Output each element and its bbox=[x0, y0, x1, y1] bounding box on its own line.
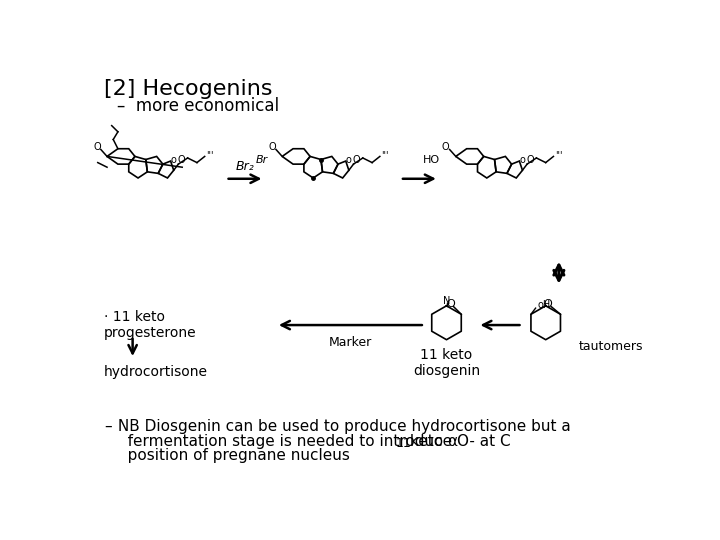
Text: ''': ''' bbox=[382, 150, 389, 160]
Text: O: O bbox=[353, 154, 361, 165]
Text: O: O bbox=[178, 154, 185, 165]
Text: o: o bbox=[346, 156, 352, 165]
Text: N: N bbox=[443, 296, 450, 306]
Text: Marker: Marker bbox=[329, 336, 372, 349]
Text: O: O bbox=[446, 299, 455, 309]
Text: keto α: keto α bbox=[405, 434, 458, 449]
Text: hydrocortisone: hydrocortisone bbox=[104, 365, 208, 379]
Text: O: O bbox=[269, 142, 276, 152]
Text: o: o bbox=[171, 156, 176, 165]
Text: –  more economical: – more economical bbox=[117, 97, 279, 115]
Text: ''': ''' bbox=[555, 150, 562, 160]
Text: oH: oH bbox=[537, 300, 550, 310]
Text: o: o bbox=[520, 156, 526, 165]
Text: · 11 keto
progesterone: · 11 keto progesterone bbox=[104, 309, 197, 340]
Text: Br: Br bbox=[256, 154, 269, 165]
Text: Br₂: Br₂ bbox=[235, 160, 254, 173]
Text: –: – bbox=[104, 419, 112, 434]
Text: position of pregnane nucleus: position of pregnane nucleus bbox=[113, 448, 350, 463]
Text: O: O bbox=[526, 154, 534, 165]
Text: O: O bbox=[93, 142, 101, 152]
Text: tautomers: tautomers bbox=[578, 340, 643, 354]
Text: O: O bbox=[442, 142, 449, 152]
Text: 11 keto
diosgenin: 11 keto diosgenin bbox=[413, 348, 480, 379]
Text: 11: 11 bbox=[396, 437, 412, 450]
Text: [2] Hecogenins: [2] Hecogenins bbox=[104, 79, 272, 99]
Text: NB Diosgenin can be used to produce hydrocortisone but a: NB Diosgenin can be used to produce hydr… bbox=[113, 419, 571, 434]
Text: ''': ''' bbox=[206, 150, 214, 160]
Text: HO: HO bbox=[423, 154, 441, 165]
Text: O: O bbox=[544, 299, 552, 309]
Text: fermentation stage is needed to introduce O- at C: fermentation stage is needed to introduc… bbox=[113, 434, 511, 449]
